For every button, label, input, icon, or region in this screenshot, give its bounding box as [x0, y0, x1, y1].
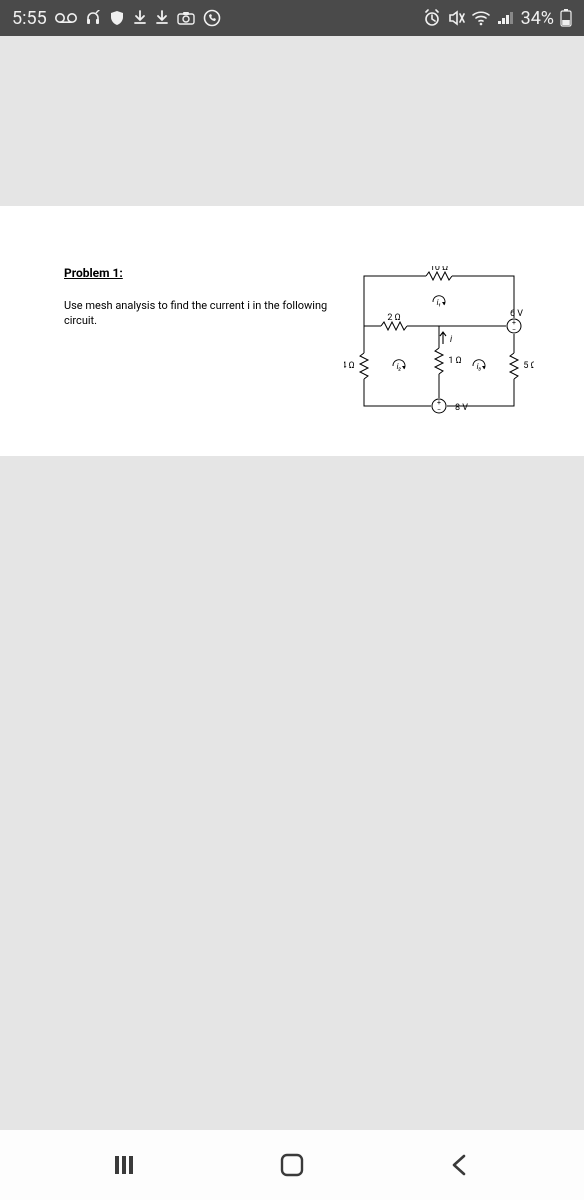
battery-percent: 34% — [521, 8, 554, 29]
top-spacer — [0, 36, 584, 206]
headphones-icon — [85, 10, 101, 26]
download-icon — [133, 10, 147, 26]
svg-text:i₃: i₃ — [477, 362, 482, 371]
home-button[interactable] — [252, 1151, 332, 1179]
back-button[interactable] — [420, 1152, 500, 1178]
camera-icon — [177, 11, 195, 25]
status-time: 5:55 — [12, 8, 47, 29]
document-page: Problem 1: Use mesh analysis to find the… — [0, 206, 584, 456]
status-right: 34% — [423, 8, 572, 29]
alarm-icon — [423, 9, 441, 27]
voicemail-icon — [55, 12, 77, 24]
svg-text:8 V: 8 V — [455, 403, 468, 413]
svg-text:1 Ω: 1 Ω — [448, 356, 461, 366]
whatsapp-icon — [203, 9, 221, 27]
svg-text:−: − — [512, 326, 516, 334]
shield-icon — [109, 10, 125, 26]
svg-text:i₁: i₁ — [437, 298, 442, 307]
svg-text:i₂: i₂ — [397, 362, 402, 371]
problem-text: Use mesh analysis to find the current i … — [64, 298, 334, 329]
status-bar: 5:55 — [0, 0, 584, 36]
battery-icon — [560, 9, 572, 27]
circuit-diagram: 10 Ω2 Ω1 Ω4 Ω5 Ω+−6 V+−8 Vi₁i₂i₃i — [344, 266, 534, 430]
wifi-icon — [471, 10, 491, 26]
svg-text:−: − — [437, 406, 441, 414]
svg-text:6 V: 6 V — [510, 309, 523, 319]
svg-text:2 Ω: 2 Ω — [387, 313, 400, 323]
download-icon-2 — [155, 10, 169, 26]
android-nav-bar — [0, 1130, 584, 1200]
svg-text:4 Ω: 4 Ω — [344, 361, 355, 371]
svg-text:10 Ω: 10 Ω — [430, 266, 448, 273]
recents-button[interactable] — [84, 1152, 164, 1178]
svg-text:5 Ω: 5 Ω — [523, 361, 534, 371]
mute-icon — [447, 9, 465, 27]
status-left: 5:55 — [12, 8, 221, 29]
svg-text:i: i — [450, 335, 453, 345]
signal-icon — [497, 11, 515, 25]
